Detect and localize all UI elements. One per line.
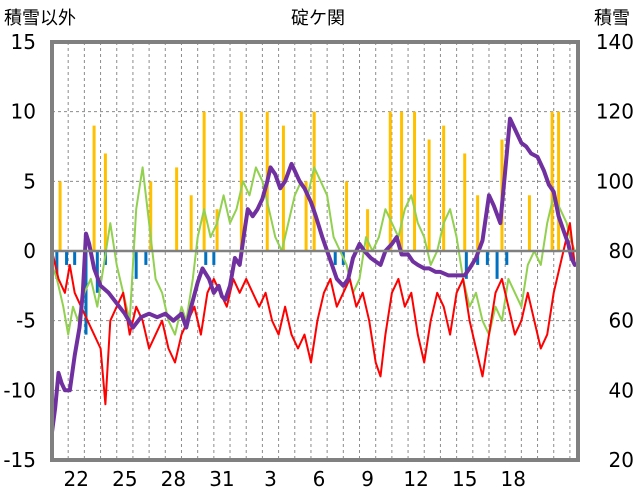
- y-left-tick-label: -5: [16, 309, 36, 333]
- y-left-tick-label: -15: [3, 448, 36, 472]
- snowfall-bar: [413, 111, 417, 252]
- snowfall-bar: [92, 125, 96, 251]
- snowfall-bar: [427, 139, 431, 251]
- x-tick-label: 12: [403, 467, 428, 491]
- precip-bar: [134, 251, 138, 279]
- precip-bar: [505, 251, 509, 265]
- x-tick-label: 31: [209, 467, 234, 491]
- y-axis-left-title: 積雪以外: [4, 8, 76, 29]
- snowfall-bar: [103, 153, 107, 251]
- snowfall-bar: [215, 209, 219, 251]
- snow_depth-line: [50, 116, 577, 435]
- x-tick-label: 9: [361, 467, 374, 491]
- x-tick-label: 28: [161, 467, 186, 491]
- line-series: [50, 116, 577, 435]
- y-left-tick-label: 15: [11, 30, 36, 54]
- y-right-tick-label: 20: [609, 448, 634, 472]
- y-right-tick-label: 100: [596, 169, 634, 193]
- snowfall-bar: [175, 167, 179, 251]
- x-tick-label: 18: [501, 467, 526, 491]
- x-tick-label: 22: [64, 467, 89, 491]
- snowfall-bar: [366, 209, 370, 251]
- x-tick-label: 25: [112, 467, 137, 491]
- snowfall-bar: [281, 125, 285, 251]
- snowfall-bar: [149, 181, 153, 251]
- snowfall-bar: [345, 181, 349, 251]
- precip-bar: [464, 251, 468, 279]
- precip-bar: [65, 251, 69, 265]
- x-tick-label: 3: [264, 467, 277, 491]
- precip-bar: [212, 251, 216, 265]
- snowfall-bar: [557, 111, 561, 252]
- precip-bar: [73, 251, 77, 265]
- precip-bar: [333, 251, 337, 265]
- snowfall-bar: [527, 195, 531, 251]
- precip-bar: [495, 251, 499, 279]
- snowfall-bar: [304, 181, 308, 251]
- y-right-tick-label: 40: [609, 378, 634, 402]
- plot-border: [50, 40, 580, 462]
- snowfall-bar: [58, 181, 62, 251]
- precip-bar: [55, 251, 59, 279]
- snowfall-bar: [312, 111, 316, 252]
- y-right-tick-label: 80: [609, 239, 634, 263]
- snowfall-bar: [476, 195, 480, 251]
- snowfall-bar: [550, 111, 554, 252]
- snowfall-bar: [463, 153, 467, 251]
- chart-title: 碇ケ関: [291, 8, 345, 29]
- y-left-tick-label: 0: [23, 239, 36, 263]
- snowfall-bar: [388, 111, 392, 252]
- snowfall-bar: [189, 195, 193, 251]
- snowfall-bar: [400, 111, 404, 252]
- plot-frame: [50, 40, 580, 462]
- y-axis-right-title: 積雪: [594, 8, 630, 29]
- x-tick-label: 6: [313, 467, 326, 491]
- x-tick-label: 15: [452, 467, 477, 491]
- precip-bar: [485, 251, 489, 265]
- tick-labels: 15 10 5 0 -5 -10 -15 140 120 100 80 60 40 20 22 25 28 31 3…: [3, 30, 634, 491]
- precip-bar: [144, 251, 148, 265]
- y-right-tick-label: 120: [596, 100, 634, 124]
- snowfall-bar: [202, 111, 206, 252]
- precip-bar: [204, 251, 208, 265]
- y-left-tick-label: 10: [11, 100, 36, 124]
- y-left-tick-label: 5: [23, 169, 36, 193]
- y-left-tick-label: -10: [3, 378, 36, 402]
- min_temp-line: [51, 222, 576, 406]
- snowfall-bar: [442, 125, 446, 251]
- bar-series: [55, 111, 561, 335]
- y-right-tick-label: 60: [609, 309, 634, 333]
- y-right-tick-label: 140: [596, 30, 634, 54]
- precip-bar: [84, 251, 88, 335]
- snowfall-bar: [239, 111, 243, 252]
